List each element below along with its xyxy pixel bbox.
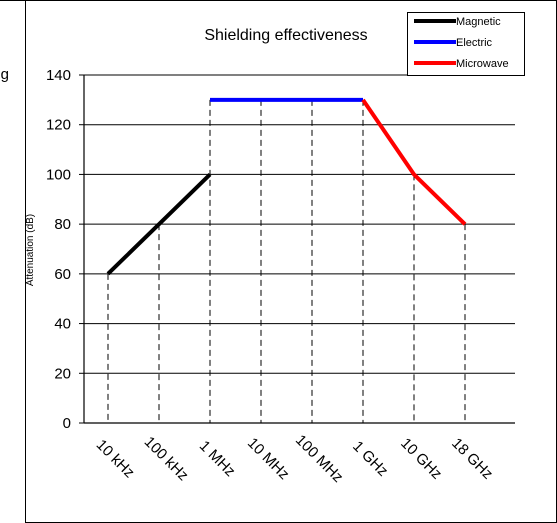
y-tick-label: 0 [63, 415, 71, 432]
clipped-label-fragment: g [1, 66, 9, 83]
legend-label-magnetic: Magnetic [456, 16, 501, 28]
y-tick-label: 40 [54, 316, 71, 333]
drop-lines [107, 99, 466, 423]
legend: Magnetic Electric Microwave [407, 12, 525, 76]
y-tick-label: 140 [46, 67, 71, 84]
y-tick-label: 60 [54, 266, 71, 283]
y-tick-label: 80 [54, 216, 71, 233]
series-line-magnetic [106, 172, 212, 276]
chart-frame [25, 0, 557, 523]
y-axis-label: Attenuation (dB) [25, 214, 36, 286]
y-tick-label: 100 [46, 166, 71, 183]
chart-title: Shielding effectiveness [204, 27, 367, 44]
grid-lines [84, 74, 515, 374]
y-tick-label: 120 [46, 117, 71, 134]
legend-label-microwave: Microwave [456, 58, 509, 70]
y-tick-labels: 0 20 40 60 80 100 120 140 [46, 67, 84, 432]
legend-label-electric: Electric [456, 37, 493, 49]
series-line-microwave [361, 98, 467, 226]
y-tick-label: 20 [54, 365, 71, 382]
series-lines [106, 97, 467, 276]
